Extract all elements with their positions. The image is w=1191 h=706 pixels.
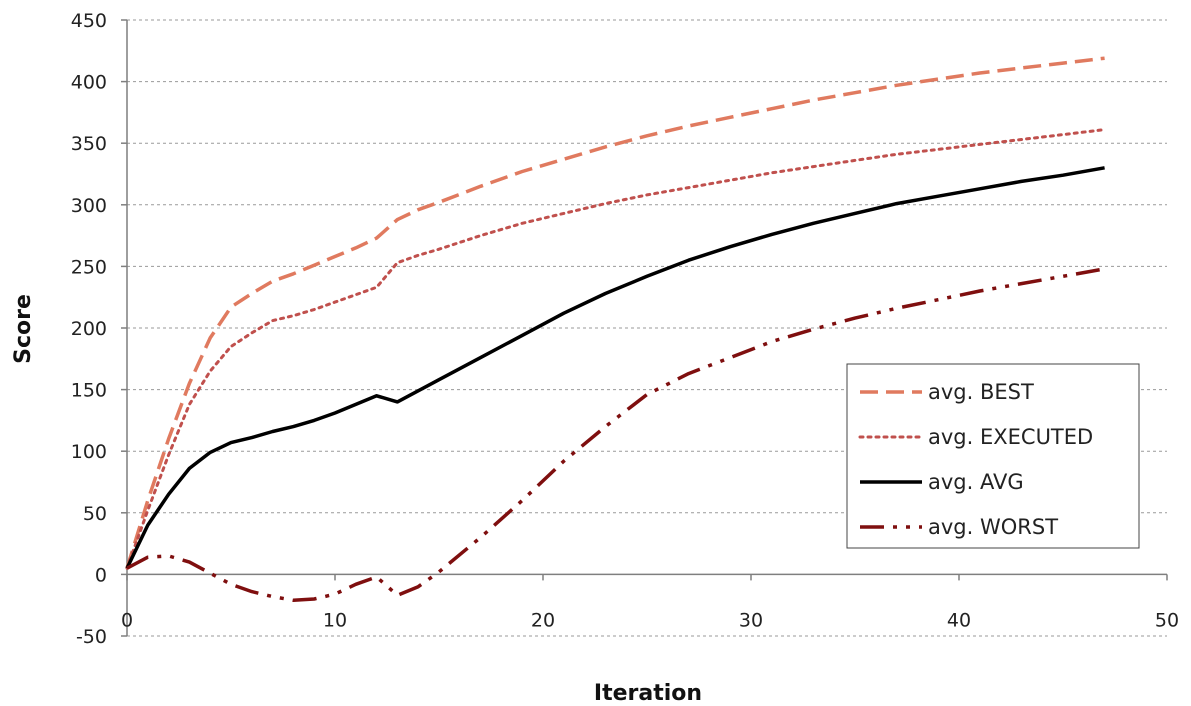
y-tick-label: 350 — [71, 133, 107, 155]
y-tick-label: 100 — [71, 441, 107, 463]
legend-label: avg. EXECUTED — [928, 425, 1093, 449]
y-tick-label: -50 — [76, 626, 107, 648]
y-tick-label: 0 — [95, 564, 107, 586]
y-tick-label: 450 — [71, 10, 107, 32]
legend-label: avg. WORST — [928, 515, 1058, 539]
y-tick-label: 200 — [71, 318, 107, 340]
y-tick-label: 50 — [83, 503, 107, 525]
y-tick-label: 150 — [71, 380, 107, 402]
series-line-avg-worst — [126, 267, 1105, 603]
legend-label: avg. AVG — [928, 470, 1024, 494]
x-tick-label: 40 — [947, 609, 971, 631]
legend: avg. BEST avg. EXECUTED avg. AVG avg. WORST — [846, 363, 1140, 549]
legend-box — [846, 363, 1140, 549]
x-tick-label: 30 — [739, 609, 763, 631]
y-tick-label: 400 — [71, 72, 107, 94]
series-line-avg-avg — [125, 166, 1105, 569]
series-lines — [125, 56, 1107, 603]
x-axis-title: Iteration — [594, 681, 702, 706]
x-tick-label: 10 — [323, 609, 347, 631]
axes — [121, 19, 1168, 637]
legend-items: avg. BEST avg. EXECUTED avg. AVG avg. WORST — [858, 380, 1093, 539]
legend-label: avg. BEST — [928, 380, 1034, 404]
x-tick-label: 50 — [1155, 609, 1179, 631]
y-tick-label: 300 — [71, 195, 107, 217]
x-tick-label: 0 — [121, 609, 133, 631]
y-tick-label: 250 — [71, 256, 107, 278]
tick-labels: -50 0 50 100 150 200 250 300 350 400 450 0 10 20 30 40 5… — [71, 10, 1179, 648]
series-line-avg-best — [125, 56, 1105, 569]
x-tick-label: 20 — [531, 609, 555, 631]
series-line-avg-executed — [125, 128, 1107, 570]
y-axis-title: Score — [11, 294, 36, 364]
